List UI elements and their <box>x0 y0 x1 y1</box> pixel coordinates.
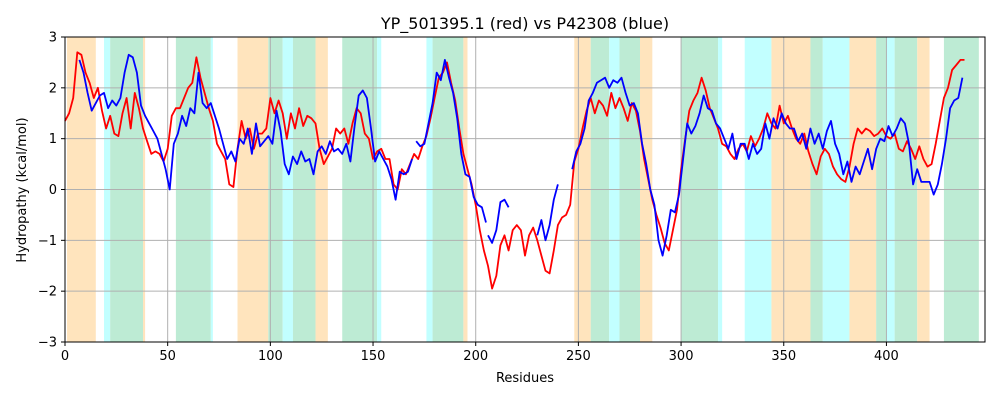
x-tick-label: 0 <box>61 349 69 364</box>
y-tick-label: 2 <box>49 81 57 96</box>
x-tick-label: 350 <box>771 349 796 364</box>
y-axis-ticks: −3 −2 −1 0 1 2 3 <box>38 31 65 351</box>
x-tick-label: 150 <box>361 349 386 364</box>
x-axis-ticks: 0 50 100 150 200 250 300 350 400 <box>61 342 899 364</box>
x-tick-label: 300 <box>669 349 694 364</box>
blue-series-line <box>487 198 510 244</box>
y-tick-label: −2 <box>38 285 57 300</box>
y-axis-title: Hydropathy (kcal/mol) <box>15 117 30 262</box>
series-lines <box>64 51 965 290</box>
y-tick-label: −1 <box>38 234 57 249</box>
y-tick-label: 3 <box>49 31 57 46</box>
chart-title: YP_501395.1 (red) vs P42308 (blue) <box>380 14 669 34</box>
x-tick-label: 50 <box>159 349 176 364</box>
x-axis-title: Residues <box>496 371 554 386</box>
red-series-line <box>64 51 965 290</box>
x-tick-label: 250 <box>566 349 591 364</box>
blue-series-line <box>536 184 559 242</box>
y-tick-label: −3 <box>38 336 57 351</box>
y-tick-label: 1 <box>49 132 57 147</box>
blue-series-line <box>571 76 964 257</box>
y-tick-label: 0 <box>49 183 57 198</box>
blue-series-line <box>78 53 413 201</box>
x-tick-label: 400 <box>874 349 899 364</box>
blue-series-line <box>415 59 487 223</box>
x-tick-label: 100 <box>258 349 283 364</box>
x-tick-label: 200 <box>463 349 488 364</box>
